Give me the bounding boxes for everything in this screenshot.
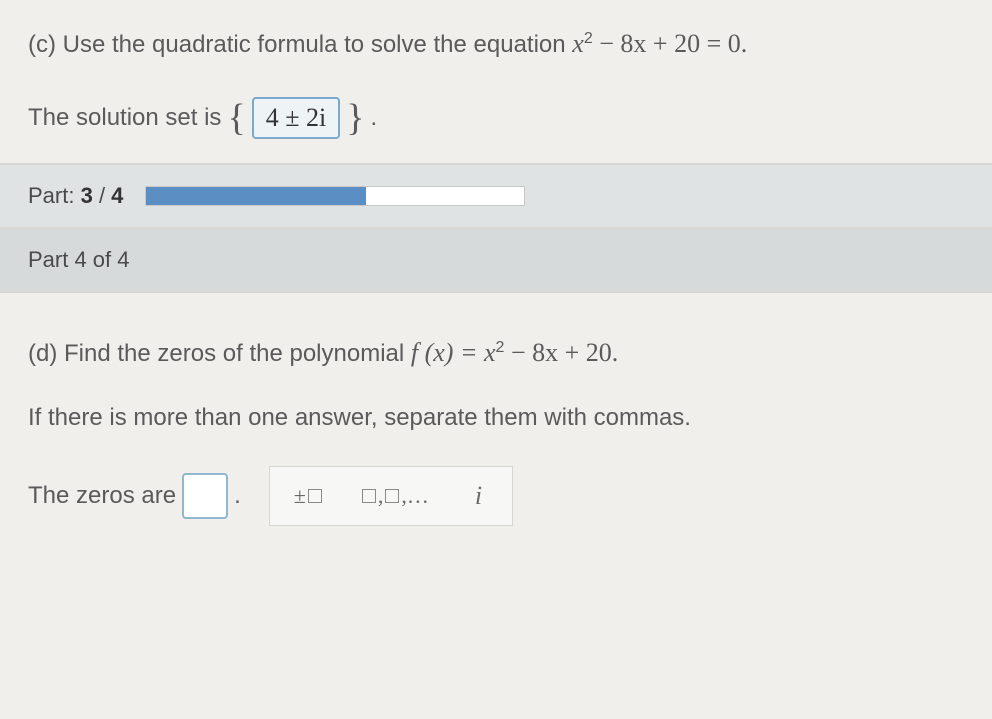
list-square1-icon (362, 489, 376, 503)
zeros-answer-input[interactable] (182, 473, 228, 519)
list-square2-icon (385, 489, 399, 503)
part-c-solution-line: The solution set is { 4 ± 2i } . (28, 97, 964, 139)
progress-track (145, 186, 525, 206)
zeros-prefix: The zeros are (28, 482, 176, 510)
part-d-fn-rest: − 8x + 20. (504, 338, 618, 367)
progress-label-prefix: Part: (28, 183, 81, 208)
part-d-section: (d) Find the zeros of the polynomial f (… (0, 293, 992, 550)
pm-square-icon (308, 489, 322, 503)
part-c-section: (c) Use the quadratic formula to solve t… (0, 0, 992, 163)
part-d-fn: f (x) = x (411, 338, 496, 367)
equation-var: x (572, 29, 584, 58)
part-4-header-text: Part 4 of 4 (28, 247, 130, 272)
solution-answer-box[interactable]: 4 ± 2i (252, 97, 341, 139)
solution-prefix: The solution set is (28, 104, 221, 132)
progress-sep: / (93, 183, 111, 208)
progress-fill (146, 187, 365, 205)
progress-total: 4 (111, 183, 123, 208)
part-d-prompt: Find the zeros of the polynomial (64, 340, 411, 367)
progress-label: Part: 3 / 4 (28, 183, 123, 209)
part-4-header: Part 4 of 4 (0, 229, 992, 291)
part-d-instruction: If there is more than one answer, separa… (28, 400, 964, 436)
progress-row: Part: 3 / 4 (0, 165, 992, 227)
part-c-prompt: Use the quadratic formula to solve the e… (63, 31, 573, 58)
open-brace: { (227, 99, 245, 137)
part-d-label: (d) (28, 340, 57, 367)
pm-symbol: ± (294, 483, 306, 509)
part-c-label: (c) (28, 31, 56, 58)
equation-rest: − 8x + 20 = 0. (593, 29, 748, 58)
toolbar-list-button[interactable]: ,,… (362, 483, 429, 509)
toolbar-plus-minus-button[interactable]: ± (294, 483, 322, 509)
solution-period: . (370, 104, 377, 132)
zeros-period: . (234, 482, 241, 510)
part-c-question: (c) Use the quadratic formula to solve t… (28, 24, 964, 63)
equation-exp: 2 (584, 30, 593, 47)
part-d-question: (d) Find the zeros of the polynomial f (… (28, 333, 964, 372)
zeros-line: The zeros are . ± ,,… i (28, 466, 964, 526)
progress-current: 3 (81, 183, 93, 208)
close-brace: } (346, 99, 364, 137)
list-ellipsis: ,… (401, 483, 429, 509)
toolbar-i-button[interactable]: i (469, 481, 488, 511)
math-toolbar: ± ,,… i (269, 466, 513, 526)
